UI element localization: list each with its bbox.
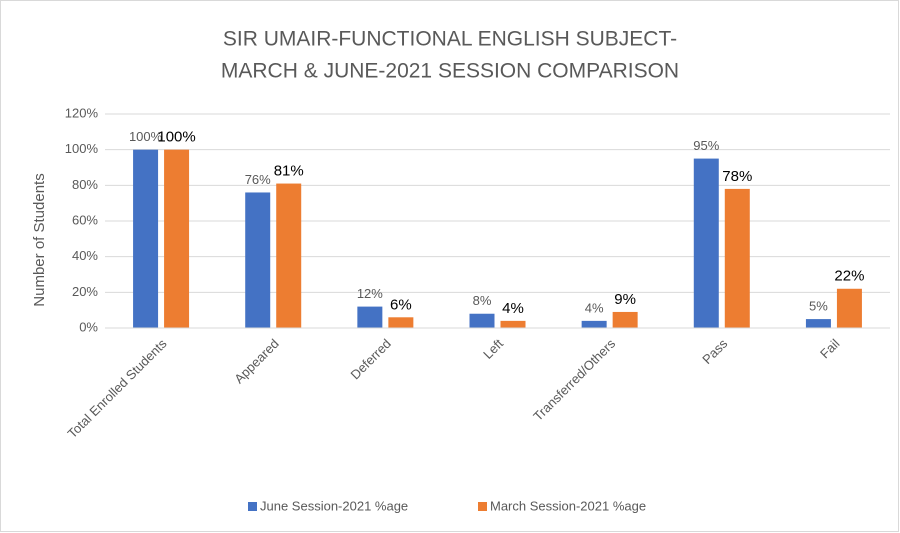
data-label: 100% <box>129 129 163 144</box>
data-label: 6% <box>390 296 412 313</box>
chart-title: SIR UMAIR-FUNCTIONAL ENGLISH SUBJECT- <box>223 28 677 51</box>
data-label: 5% <box>809 299 828 314</box>
legend-swatch <box>478 502 487 511</box>
data-label: 4% <box>585 300 604 315</box>
data-label: 8% <box>473 293 492 308</box>
data-label: 95% <box>693 138 719 153</box>
bar <box>164 149 190 328</box>
bar <box>276 183 302 328</box>
chart-title: MARCH & JUNE-2021 SESSION COMPARISON <box>221 60 679 83</box>
data-label: 12% <box>357 286 383 301</box>
y-tick-label: 120% <box>65 105 99 120</box>
bar <box>357 306 383 328</box>
bar <box>500 320 526 328</box>
y-axis-label: Number of Students <box>31 173 48 306</box>
y-tick-label: 0% <box>79 319 98 334</box>
bar <box>836 288 862 328</box>
bar <box>724 188 750 328</box>
bar <box>805 319 831 328</box>
bar <box>693 158 719 328</box>
bar <box>388 317 414 328</box>
y-tick-label: 60% <box>72 212 98 227</box>
data-label: 81% <box>274 163 304 180</box>
data-label: 78% <box>722 168 752 185</box>
bar <box>245 192 271 328</box>
legend-swatch <box>248 502 257 511</box>
legend-label: March Session-2021 %age <box>490 498 646 513</box>
y-tick-label: 20% <box>72 284 98 299</box>
y-tick-label: 80% <box>72 177 98 192</box>
bar <box>581 320 607 328</box>
data-label: 76% <box>245 172 271 187</box>
bar <box>133 149 159 328</box>
data-label: 4% <box>502 300 524 317</box>
y-tick-label: 40% <box>72 248 98 263</box>
bar <box>469 313 495 328</box>
data-label: 9% <box>614 291 636 308</box>
y-tick-label: 100% <box>65 141 99 156</box>
bar <box>612 311 638 328</box>
data-label: 22% <box>834 268 864 285</box>
legend-label: June Session-2021 %age <box>260 498 408 513</box>
data-label: 100% <box>157 129 195 146</box>
